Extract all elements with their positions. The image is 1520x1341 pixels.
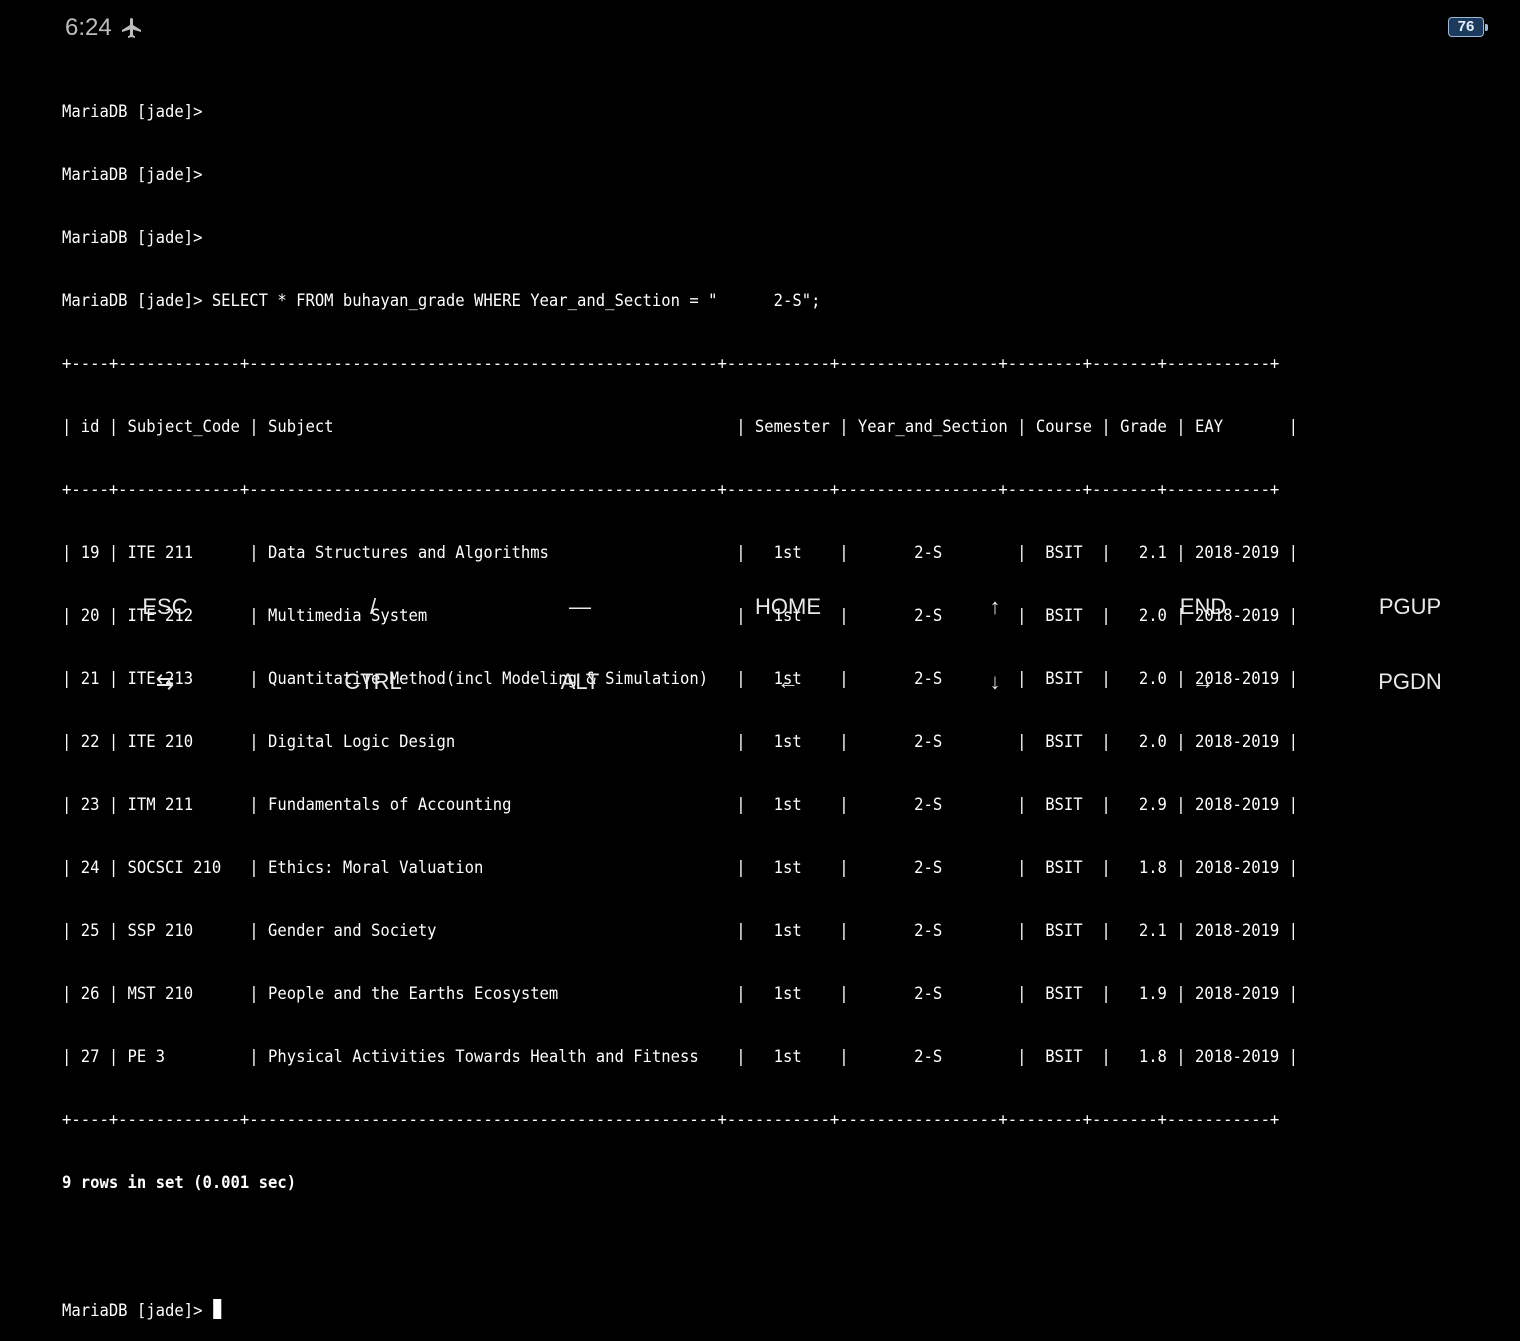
key-tab-icon[interactable]: ⇆	[155, 669, 175, 694]
table-border-header: +----+-------------+--------------------…	[62, 480, 1280, 500]
key-ctrl[interactable]: CTRL	[344, 669, 402, 694]
key-up-arrow-icon[interactable]: ↑	[989, 594, 1001, 619]
table-row: | 24 | SOCSCI 210 | Ethics: Moral Valuat…	[62, 858, 1299, 878]
table-row: | 19 | ITE 211 | Data Structures and Alg…	[62, 543, 1299, 563]
key-home[interactable]: HOME	[755, 594, 821, 619]
key-pgdn[interactable]: PGDN	[1378, 669, 1442, 694]
key-slash[interactable]: /	[369, 594, 377, 619]
key-pgup[interactable]: PGUP	[1378, 594, 1442, 619]
result-summary: 9 rows in set (0.001 sec)	[62, 1173, 297, 1193]
key-esc[interactable]: ESC	[142, 594, 188, 619]
text-cursor	[213, 1299, 222, 1319]
table-row: | 23 | ITM 211 | Fundamentals of Account…	[62, 795, 1299, 815]
table-row: | 27 | PE 3 | Physical Activities Toward…	[62, 1047, 1299, 1067]
status-bar: 6:24 76	[0, 0, 1520, 56]
active-prompt-line[interactable]: MariaDB [jade]>	[62, 1299, 1298, 1321]
key-right-arrow-icon[interactable]: →	[1192, 669, 1214, 694]
battery-tip	[1485, 24, 1488, 31]
key-alt[interactable]: ALT	[560, 669, 600, 694]
airplane-icon	[122, 18, 141, 38]
table-row: | 25 | SSP 210 | Gender and Society | 1s…	[62, 921, 1299, 941]
key-left-arrow-icon[interactable]: ←	[777, 669, 799, 694]
key-down-arrow-icon[interactable]: ↓	[989, 669, 1001, 694]
table-row: | 20 | ITE 212 | Multimedia System | 1st…	[62, 606, 1299, 626]
table-border-bottom: +----+-------------+--------------------…	[62, 1110, 1280, 1130]
blank-line	[62, 1236, 1298, 1257]
prompt-line: MariaDB [jade]>	[62, 102, 203, 122]
table-header-row: | id | Subject_Code | Subject | Semester…	[62, 417, 1299, 437]
clock: 6:24	[65, 14, 112, 41]
table-border-top: +----+-------------+--------------------…	[62, 354, 1280, 374]
key-dash[interactable]: —	[569, 594, 591, 619]
query-line: MariaDB [jade]> SELECT * FROM buhayan_gr…	[62, 291, 821, 311]
table-row: | 22 | ITE 210 | Digital Logic Design | …	[62, 732, 1299, 752]
table-row: | 26 | MST 210 | People and the Earths E…	[62, 984, 1299, 1004]
key-end[interactable]: END	[1179, 594, 1227, 619]
prompt-line: MariaDB [jade]>	[62, 228, 203, 248]
prompt-line: MariaDB [jade]>	[62, 165, 203, 185]
battery-icon: 76	[1448, 17, 1484, 37]
table-row: | 21 | ITE 213 | Quantitative Method(inc…	[62, 669, 1299, 689]
terminal-output[interactable]: MariaDB [jade]> MariaDB [jade]> MariaDB …	[62, 60, 1298, 1341]
active-prompt: MariaDB [jade]>	[62, 1301, 212, 1321]
